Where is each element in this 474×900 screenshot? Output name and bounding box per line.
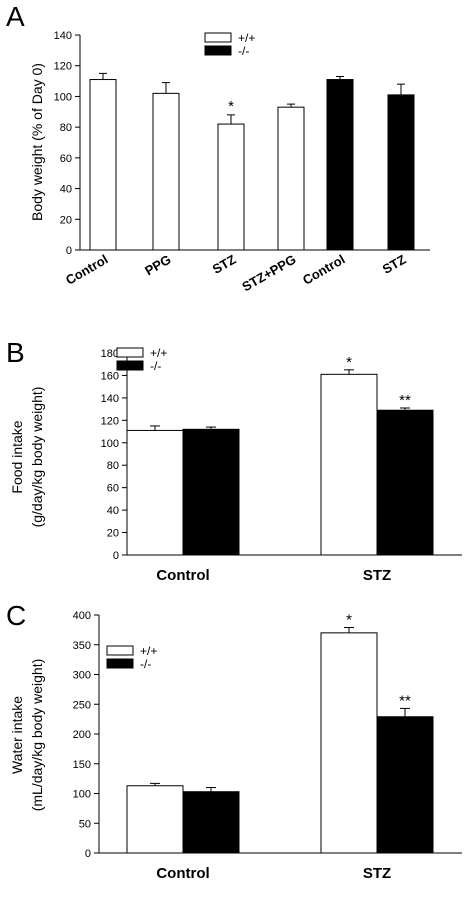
panel-b-bar [182,428,240,556]
panel-c-y-axis-label-line1: Water intake [9,696,25,774]
panel-a-category-label: STZ+PPG [239,252,298,295]
panel-c-letter: C [6,600,26,631]
panel-b-y-tick-label: 160 [101,370,119,382]
panel-a-y-tick-label: 80 [60,122,72,134]
panel-a-category-label: STZ [380,252,409,277]
panel-b-category-label: Control [156,567,209,584]
panel-a-bar [217,123,245,251]
panel-b-legend-swatch [116,347,144,358]
panel-a-y-tick-label: 20 [60,214,72,226]
panel-c-significance-mark: * [346,611,352,628]
panel-b-y-tick-label: 20 [107,528,119,540]
panel-a-y-tick-label: 0 [66,245,72,257]
panel-a-y-tick-label: 100 [54,91,72,103]
panel-a-category-label: PPG [142,252,173,279]
panel-a-category-label: STZ [210,252,239,277]
panel-a-y-tick-label: 120 [54,61,72,73]
panel-b-legend-label: -/- [150,359,161,373]
panel-a-legend-swatch [204,45,232,56]
panel-c-y-tick-label: 350 [73,640,91,652]
panel-b-y-axis-label-line1: Food intake [9,420,25,493]
panel-c-y-tick-label: 300 [73,670,91,682]
panel-a-bar [277,106,305,251]
panel-c-bar [376,716,434,854]
panel-b-bar [126,429,184,556]
panel-a-bar [387,94,415,251]
panel-b-significance-mark: * [346,354,352,371]
panel-b-y-tick-label: 0 [113,550,119,562]
panel-c-y-axis-label-line2: (mL/day/kg body weight) [29,659,45,812]
panel-b-y-tick-label: 120 [101,415,119,427]
panel-a-bar [326,79,354,251]
panel-c-y-tick-label: 250 [73,699,91,711]
panel-c-y-tick-label: 400 [73,610,91,622]
panel-a-category-label: Control [300,252,348,288]
panel-b-category-label: STZ [363,567,391,584]
panel-c-y-tick-label: 200 [73,729,91,741]
panel-a-significance-mark: * [228,98,234,115]
panel-a-legend-label: +/+ [238,31,255,45]
panel-c-bar [182,791,240,854]
panel-b-bar [320,373,378,556]
panel-a-letter: A [6,1,25,32]
panel-b-y-tick-label: 180 [101,348,119,360]
panel-a-category-label: Control [63,252,111,288]
panel-b-y-tick-label: 140 [101,393,119,405]
panel-b-significance-mark: ** [399,392,411,409]
panel-c-y-tick-label: 150 [73,759,91,771]
panel-b-y-tick-label: 80 [107,460,119,472]
panel-c-category-label: Control [156,865,209,882]
panel-a-y-tick-label: 40 [60,184,72,196]
panel-c-legend-label: +/+ [140,644,157,658]
panel-c-legend-swatch [106,658,134,669]
panel-b-bar [376,409,434,556]
panel-c-significance-mark: ** [399,692,411,709]
panel-c-category-label: STZ [363,865,391,882]
panel-a-legend-label: -/- [238,44,249,58]
panel-b-y-tick-label: 100 [101,438,119,450]
panel-a-legend-swatch [204,32,232,43]
panel-c-bar [126,785,184,854]
panel-a-bar [89,79,117,251]
panel-b-y-axis-label-line2: (g/day/kg body weight) [29,387,45,528]
panel-c-y-tick-label: 50 [79,818,91,830]
panel-c-bar [320,632,378,854]
panel-a-y-tick-label: 60 [60,153,72,165]
panel-b-legend-swatch [116,360,144,371]
panel-b-legend-label: +/+ [150,346,167,360]
panel-a-bar [152,92,180,251]
panel-b-y-tick-label: 60 [107,483,119,495]
panel-b-letter: B [6,337,25,368]
panel-c-legend-swatch [106,645,134,656]
panel-c-y-tick-label: 0 [85,848,91,860]
panel-c-y-tick-label: 100 [73,789,91,801]
panel-c-legend-label: -/- [140,657,151,671]
panel-a-y-axis-label: Body weight (% of Day 0) [29,63,45,221]
panel-b-y-tick-label: 40 [107,505,119,517]
panel-a-y-tick-label: 140 [54,30,72,42]
